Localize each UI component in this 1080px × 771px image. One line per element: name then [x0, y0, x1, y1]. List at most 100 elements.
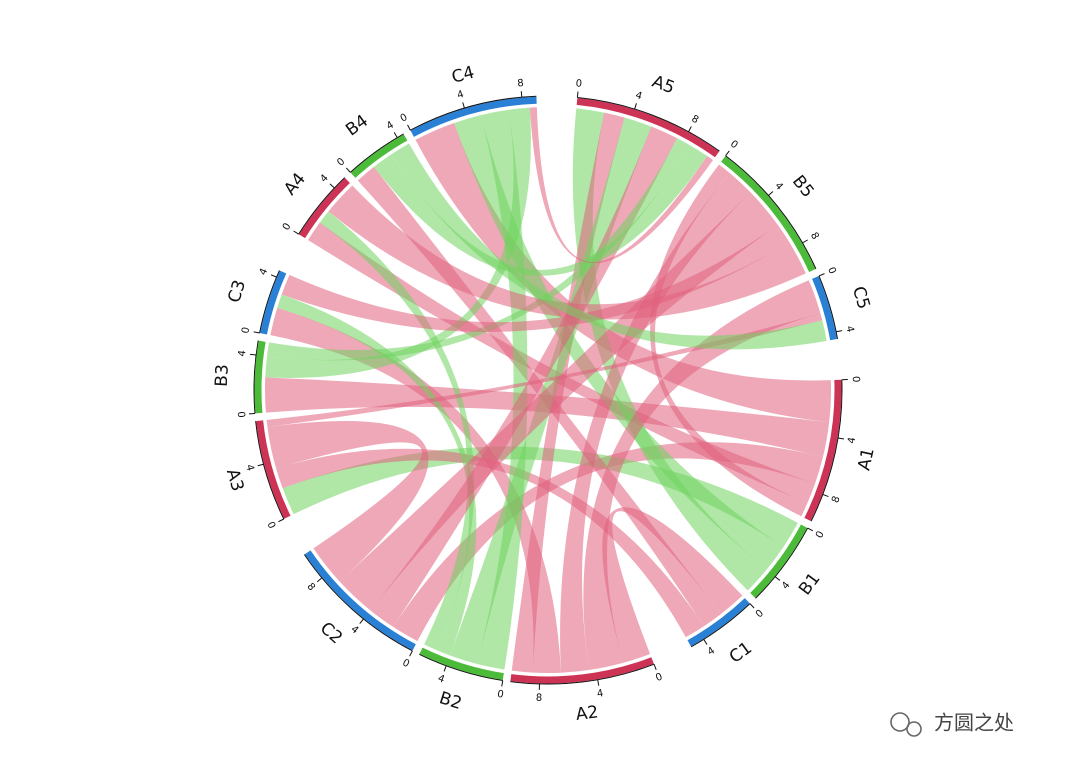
- tick-label: 0: [240, 326, 252, 334]
- sector-track: [510, 657, 654, 684]
- tick-mark: [688, 126, 692, 132]
- chord-link: [560, 173, 751, 673]
- tick-label: 0: [728, 139, 740, 152]
- watermark-text: 方圆之处: [934, 711, 1014, 735]
- tick-label: 4: [772, 180, 784, 192]
- tick-label: 4: [237, 350, 249, 358]
- chord-link: [650, 164, 808, 517]
- tick-mark: [768, 191, 774, 196]
- sector-axis: [303, 554, 413, 652]
- sector-axis: [755, 527, 809, 599]
- tick-label: 8: [830, 495, 843, 505]
- tick-mark: [653, 664, 657, 670]
- tick-mark: [836, 330, 843, 333]
- chord-link: [572, 108, 767, 591]
- tick-mark: [329, 183, 335, 189]
- tick-mark: [462, 102, 465, 109]
- tick-label: 0: [850, 376, 861, 383]
- tick-mark: [837, 437, 845, 440]
- tick-label: 4: [348, 624, 360, 637]
- chord-link: [328, 185, 806, 320]
- chord-link: [511, 112, 625, 673]
- sector-track: [721, 156, 816, 272]
- chord-link: [454, 115, 784, 570]
- sector-axis: [298, 177, 346, 235]
- sector-track: [750, 524, 808, 598]
- chord-link: [391, 143, 827, 350]
- tick-label: 4: [436, 673, 446, 686]
- tick-label: 0: [399, 112, 410, 125]
- tick-mark: [520, 91, 523, 98]
- tick-label: 0: [654, 671, 664, 684]
- tick-mark: [409, 650, 413, 657]
- tick-label: 8: [689, 114, 700, 127]
- tick-label: 4: [385, 120, 396, 133]
- tick-label: 0: [575, 78, 582, 90]
- sector-axis: [410, 95, 537, 131]
- tick-mark: [316, 577, 323, 583]
- tick-label: 8: [536, 693, 543, 704]
- sector-name: B2: [437, 688, 464, 714]
- tick-label: 0: [281, 221, 294, 232]
- tick-label: 4: [843, 325, 855, 333]
- tick-label: 4: [596, 688, 604, 700]
- sector-name: A1: [854, 446, 878, 472]
- tick-label: 4: [243, 463, 255, 472]
- chord-link: [373, 144, 708, 276]
- tick-mark: [634, 103, 637, 110]
- tick-mark: [725, 150, 730, 157]
- tick-label: 4: [258, 267, 271, 277]
- sector-name: C2: [316, 618, 346, 648]
- tick-label: 4: [780, 580, 793, 592]
- sector-track: [419, 647, 504, 680]
- tick-mark: [576, 91, 579, 98]
- sector-track: [256, 420, 291, 519]
- tick-mark: [774, 576, 781, 581]
- sector-track: [299, 177, 350, 239]
- sector-track: [804, 379, 842, 521]
- tick-label: 8: [304, 581, 317, 593]
- tick-mark: [822, 493, 829, 498]
- sector-name: C1: [726, 638, 756, 668]
- tick-mark: [597, 679, 600, 686]
- chord-link: [281, 224, 790, 332]
- chord-link: [393, 442, 823, 642]
- tick-label: 0: [825, 266, 838, 276]
- tick-mark: [818, 273, 825, 277]
- sector-name: C4: [450, 63, 477, 88]
- watermark-icon: [906, 721, 922, 737]
- chord-link: [276, 448, 704, 638]
- sector-track: [576, 97, 720, 158]
- chord-link: [415, 123, 832, 423]
- tick-mark: [749, 603, 755, 609]
- sector-axis: [259, 270, 280, 334]
- tick-label: 4: [456, 89, 465, 101]
- sector-name: A2: [575, 702, 600, 725]
- tick-mark: [443, 665, 447, 672]
- sector-axis: [350, 133, 404, 173]
- chord-link: [264, 377, 830, 457]
- links: [264, 107, 832, 674]
- sector-name: C5: [848, 284, 874, 311]
- sector-name: A5: [649, 72, 677, 99]
- sector-name: B3: [212, 364, 233, 387]
- watermark: 方圆之处: [890, 711, 1014, 737]
- sector-track: [254, 340, 266, 414]
- tick-mark: [293, 230, 299, 235]
- sector-axis: [255, 421, 285, 520]
- sector-name: A4: [280, 169, 310, 199]
- sector-track: [812, 276, 838, 341]
- tick-mark: [359, 618, 364, 624]
- sector-name: B5: [788, 172, 818, 202]
- tick-mark: [270, 274, 277, 278]
- chord-link: [267, 420, 429, 582]
- chord-link: [583, 280, 821, 671]
- tick-label: 4: [318, 173, 330, 185]
- sector-axis: [810, 379, 843, 522]
- tick-mark: [407, 124, 411, 131]
- tick-label: 8: [517, 78, 524, 90]
- sector-track: [410, 96, 537, 137]
- tick-mark: [250, 353, 257, 356]
- chord-link: [476, 109, 528, 670]
